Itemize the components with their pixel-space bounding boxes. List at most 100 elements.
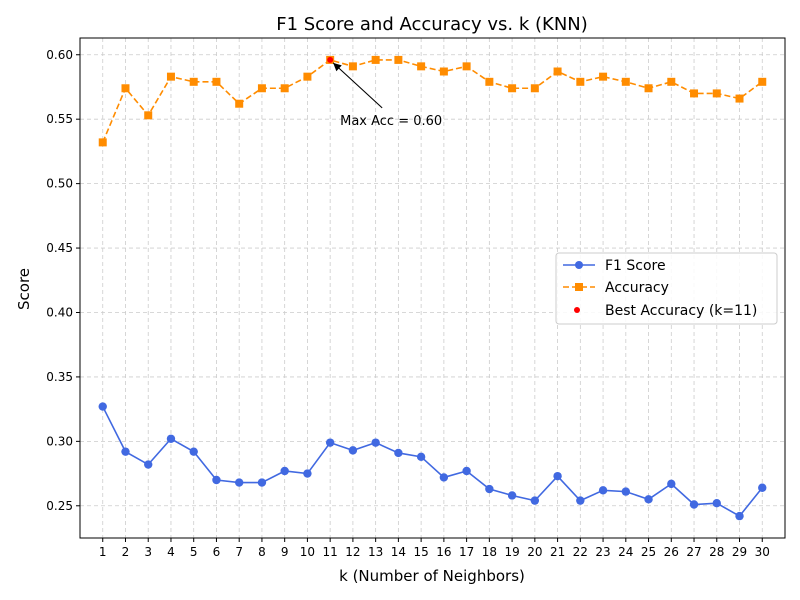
x-tick-label: 22 bbox=[573, 545, 588, 559]
x-tick-label: 29 bbox=[732, 545, 747, 559]
x-tick-label: 4 bbox=[167, 545, 175, 559]
legend-box bbox=[555, 252, 778, 325]
legend-accuracy-marker bbox=[575, 283, 583, 291]
accuracy-point bbox=[530, 84, 539, 93]
accuracy-point bbox=[98, 138, 107, 147]
annotation-arrow bbox=[332, 62, 383, 109]
accuracy-point bbox=[485, 77, 494, 86]
f1-point bbox=[144, 460, 153, 469]
best-accuracy-point bbox=[327, 56, 334, 63]
f1-point bbox=[189, 447, 198, 456]
f1-point bbox=[667, 479, 676, 489]
f1-point bbox=[644, 495, 653, 504]
annotation-arrowhead bbox=[333, 62, 342, 72]
accuracy-point bbox=[212, 77, 221, 86]
annotation-text: Max Acc = 0.60 bbox=[340, 114, 442, 129]
accuracy-point bbox=[371, 55, 380, 64]
accuracy-point bbox=[257, 84, 266, 93]
accuracy-point bbox=[462, 62, 471, 71]
f1-point bbox=[98, 402, 107, 411]
accuracy-point bbox=[394, 55, 403, 64]
accuracy-point bbox=[553, 67, 562, 76]
accuracy-point bbox=[280, 84, 289, 93]
f1-point bbox=[576, 496, 585, 505]
legend-f1-marker bbox=[575, 261, 583, 269]
y-tick-label: 0.55 bbox=[46, 112, 73, 126]
x-tick-label: 30 bbox=[755, 545, 770, 559]
f1-point bbox=[439, 473, 449, 482]
f1-point bbox=[507, 491, 517, 500]
x-tick-label: 20 bbox=[527, 545, 542, 559]
accuracy-point bbox=[417, 62, 426, 71]
f1-point bbox=[712, 499, 721, 508]
f1-point bbox=[121, 447, 130, 456]
x-tick-label: 17 bbox=[459, 545, 474, 559]
accuracy-point bbox=[735, 94, 744, 103]
f1-point bbox=[598, 486, 608, 495]
legend-label-f1: F1 Score bbox=[605, 258, 666, 274]
f1-point bbox=[758, 483, 767, 492]
x-tick-label: 13 bbox=[368, 545, 383, 559]
x-tick-label: 28 bbox=[709, 545, 724, 559]
accuracy-point bbox=[667, 77, 676, 86]
x-tick-label: 27 bbox=[686, 545, 701, 559]
f1-point bbox=[553, 471, 562, 481]
accuracy-point bbox=[166, 72, 175, 81]
x-tick-label: 5 bbox=[190, 545, 198, 559]
accuracy-point bbox=[303, 72, 312, 81]
x-tick-label: 14 bbox=[391, 545, 406, 559]
x-tick-label: 23 bbox=[595, 545, 610, 559]
f1-point bbox=[394, 448, 403, 458]
y-tick-label: 0.25 bbox=[46, 499, 73, 513]
legend-best-marker bbox=[574, 307, 580, 313]
legend: F1 Score Accuracy Best Accuracy (k=11) bbox=[555, 252, 778, 325]
accuracy-point bbox=[712, 89, 721, 98]
f1-point bbox=[530, 496, 540, 505]
f1-point bbox=[325, 438, 335, 447]
f1-point bbox=[303, 469, 312, 478]
y-tick-label: 0.30 bbox=[46, 434, 73, 448]
annotation-layer: Max Acc = 0.60 bbox=[332, 62, 442, 129]
f1-point bbox=[280, 466, 289, 476]
f1-point bbox=[257, 478, 267, 487]
f1-point bbox=[212, 475, 221, 485]
series-line-f1 bbox=[102, 406, 763, 518]
x-tick-label: 2 bbox=[122, 545, 130, 559]
f1-point bbox=[371, 438, 380, 447]
x-tick-label: 15 bbox=[413, 545, 428, 559]
accuracy-point bbox=[690, 89, 699, 98]
accuracy-point bbox=[121, 84, 130, 93]
x-tick-label: 3 bbox=[144, 545, 152, 559]
x-tick-label: 10 bbox=[300, 545, 315, 559]
y-tick-label: 0.40 bbox=[46, 305, 73, 319]
x-tick-label: 16 bbox=[436, 545, 451, 559]
x-tick-label: 26 bbox=[664, 545, 679, 559]
accuracy-point bbox=[348, 62, 357, 71]
legend-label-best: Best Accuracy (k=11) bbox=[605, 303, 757, 319]
f1-point bbox=[348, 446, 358, 455]
x-tick-label: 12 bbox=[345, 545, 360, 559]
y-tick-label: 0.60 bbox=[46, 48, 73, 62]
series-layer bbox=[98, 55, 767, 521]
x-tick-label: 6 bbox=[213, 545, 221, 559]
chart-title: F1 Score and Accuracy vs. k (KNN) bbox=[276, 14, 588, 35]
f1-point bbox=[166, 434, 176, 443]
f1-point bbox=[416, 452, 426, 462]
accuracy-point bbox=[189, 77, 198, 86]
y-axis: 0.25 0.30 0.35 0.40 0.45 0.50 0.55 0.60 bbox=[46, 48, 80, 513]
accuracy-point bbox=[576, 77, 585, 86]
x-tick-label: 24 bbox=[618, 545, 633, 559]
x-tick-label: 18 bbox=[482, 545, 497, 559]
y-tick-label: 0.45 bbox=[46, 241, 73, 255]
plot-frame bbox=[79, 37, 786, 539]
y-tick-label: 0.50 bbox=[46, 177, 73, 191]
accuracy-point bbox=[599, 72, 608, 81]
accuracy-point bbox=[144, 111, 153, 120]
y-axis-label: Score bbox=[15, 268, 33, 310]
f1-point bbox=[234, 478, 244, 487]
f1-point bbox=[735, 511, 744, 521]
x-tick-label: 8 bbox=[258, 545, 266, 559]
legend-label-accuracy: Accuracy bbox=[605, 280, 669, 296]
x-tick-label: 25 bbox=[641, 545, 656, 559]
